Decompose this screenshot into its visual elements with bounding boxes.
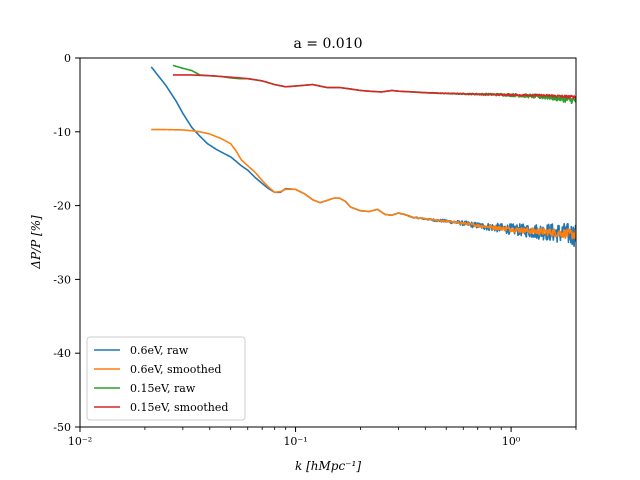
- y-tick-label: -20: [53, 200, 71, 213]
- y-tick-label: -50: [53, 421, 71, 434]
- x-axis-label: k [hMpc⁻¹]: [295, 459, 361, 473]
- y-tick-label: -10: [53, 126, 71, 139]
- y-tick-label: -30: [53, 273, 71, 286]
- legend-label-0.6ev-raw: 0.6eV, raw: [130, 344, 189, 357]
- y-axis-label: ΔP/P [%]: [29, 215, 43, 270]
- legend-label-0.15ev-smoothed: 0.15eV, smoothed: [130, 401, 228, 414]
- legend: 0.6eV, raw 0.6eV, smoothed 0.15eV, raw 0…: [86, 336, 246, 421]
- x-tick-label: 10⁰: [502, 435, 521, 448]
- y-tick-label: 0: [64, 52, 71, 65]
- series-layer: [150, 64, 576, 248]
- x-tick-label: 10⁻¹: [283, 435, 307, 448]
- legend-label-0.6ev-smoothed: 0.6eV, smoothed: [130, 363, 221, 376]
- plot-frame: [79, 57, 577, 428]
- ticks-layer: 10⁻² 10⁻¹ 10⁰ 0 -10 -20 -30 -40 -50: [53, 52, 577, 448]
- series-line-0-6ev-smoothed: [150, 128, 576, 240]
- y-tick-label: -40: [53, 347, 71, 360]
- chart-title: a = 0.010: [293, 36, 362, 52]
- x-tick-label: 10⁻²: [68, 435, 92, 448]
- legend-label-0.15ev-raw: 0.15eV, raw: [130, 382, 196, 395]
- legend-box: [86, 336, 246, 421]
- series-line-0-15ev-smoothed: [172, 74, 576, 100]
